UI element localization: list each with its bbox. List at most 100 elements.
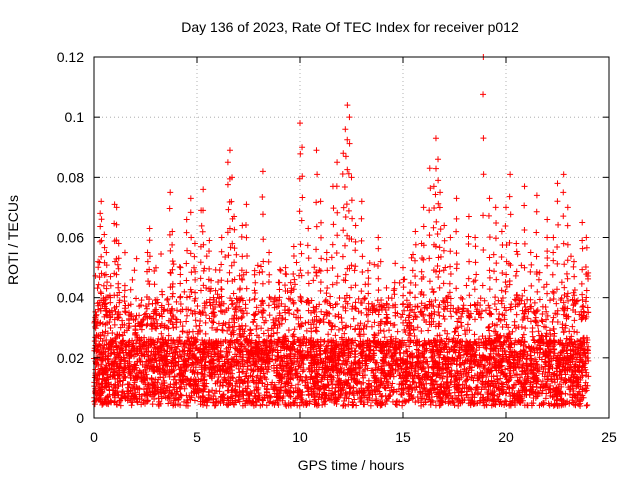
data-point <box>574 297 581 304</box>
data-point <box>114 261 121 268</box>
data-point <box>529 324 536 331</box>
data-point <box>516 389 523 396</box>
data-point <box>206 359 213 366</box>
data-point <box>563 357 570 364</box>
data-point <box>158 251 165 258</box>
data-point <box>553 354 560 361</box>
data-point <box>259 314 266 321</box>
data-point <box>335 360 342 367</box>
data-point <box>229 389 236 396</box>
data-point <box>569 368 576 375</box>
data-point <box>526 345 533 352</box>
data-point <box>323 309 330 316</box>
data-point <box>536 402 543 409</box>
data-point <box>258 325 265 332</box>
data-point <box>366 354 373 361</box>
data-point <box>362 352 369 359</box>
data-point <box>485 323 492 330</box>
data-point <box>179 328 186 335</box>
data-point <box>482 344 489 351</box>
data-point <box>446 280 453 287</box>
data-point <box>327 293 334 300</box>
data-point <box>496 311 503 318</box>
data-point <box>170 261 177 268</box>
data-point <box>336 295 343 302</box>
data-point <box>505 324 512 331</box>
data-point <box>389 389 396 396</box>
data-point <box>458 323 465 330</box>
data-point <box>236 323 243 330</box>
data-point <box>583 334 590 341</box>
data-point <box>240 333 247 340</box>
data-point <box>407 290 414 297</box>
data-point <box>497 345 504 352</box>
data-point <box>165 392 172 399</box>
data-point <box>398 341 405 348</box>
data-point <box>335 326 342 333</box>
data-point <box>551 393 558 400</box>
data-point <box>111 321 118 328</box>
data-point <box>466 313 473 320</box>
data-point <box>373 400 380 407</box>
data-point <box>117 378 124 385</box>
data-point <box>215 279 222 286</box>
data-point <box>421 354 428 361</box>
data-point <box>508 301 515 308</box>
data-point <box>304 348 311 355</box>
data-point <box>277 362 284 369</box>
data-point <box>545 366 552 372</box>
data-point <box>250 319 257 326</box>
data-point <box>176 337 183 344</box>
data-point <box>145 359 152 366</box>
data-point <box>440 313 447 320</box>
data-point <box>259 380 266 387</box>
data-point <box>398 375 405 382</box>
data-point <box>280 365 287 372</box>
data-point <box>329 323 336 330</box>
data-point <box>527 383 534 390</box>
data-point <box>291 400 298 407</box>
data-point <box>568 333 575 340</box>
data-point <box>116 372 123 379</box>
data-point <box>371 319 378 326</box>
data-point <box>522 380 529 387</box>
data-point <box>180 348 187 355</box>
data-point <box>294 307 301 314</box>
data-point <box>248 350 255 357</box>
data-point <box>422 370 429 377</box>
data-point <box>207 302 214 309</box>
data-point <box>332 398 339 405</box>
data-point <box>506 385 513 392</box>
data-point <box>241 343 248 350</box>
data-point <box>540 401 547 408</box>
data-point <box>183 381 190 388</box>
data-point <box>505 343 512 350</box>
data-point <box>484 370 491 377</box>
data-point <box>465 356 472 363</box>
data-point <box>568 253 574 260</box>
data-point <box>505 358 512 365</box>
data-point <box>361 388 368 395</box>
data-point <box>384 382 391 389</box>
data-point <box>304 385 311 392</box>
data-point <box>433 360 440 367</box>
data-point <box>464 307 471 314</box>
data-point <box>123 341 130 348</box>
data-point <box>384 339 391 346</box>
data-point <box>450 373 457 380</box>
data-point <box>205 389 212 396</box>
data-point <box>170 349 177 356</box>
data-point <box>395 386 402 393</box>
data-point <box>137 357 144 364</box>
data-point <box>413 383 420 390</box>
data-point <box>512 402 519 409</box>
data-point <box>442 264 449 271</box>
data-point <box>244 337 251 344</box>
data-point <box>430 371 437 378</box>
data-point <box>419 351 426 358</box>
data-point <box>195 376 202 383</box>
data-point <box>348 365 355 372</box>
data-point <box>361 295 368 302</box>
data-point <box>555 389 562 396</box>
data-point <box>136 367 143 374</box>
